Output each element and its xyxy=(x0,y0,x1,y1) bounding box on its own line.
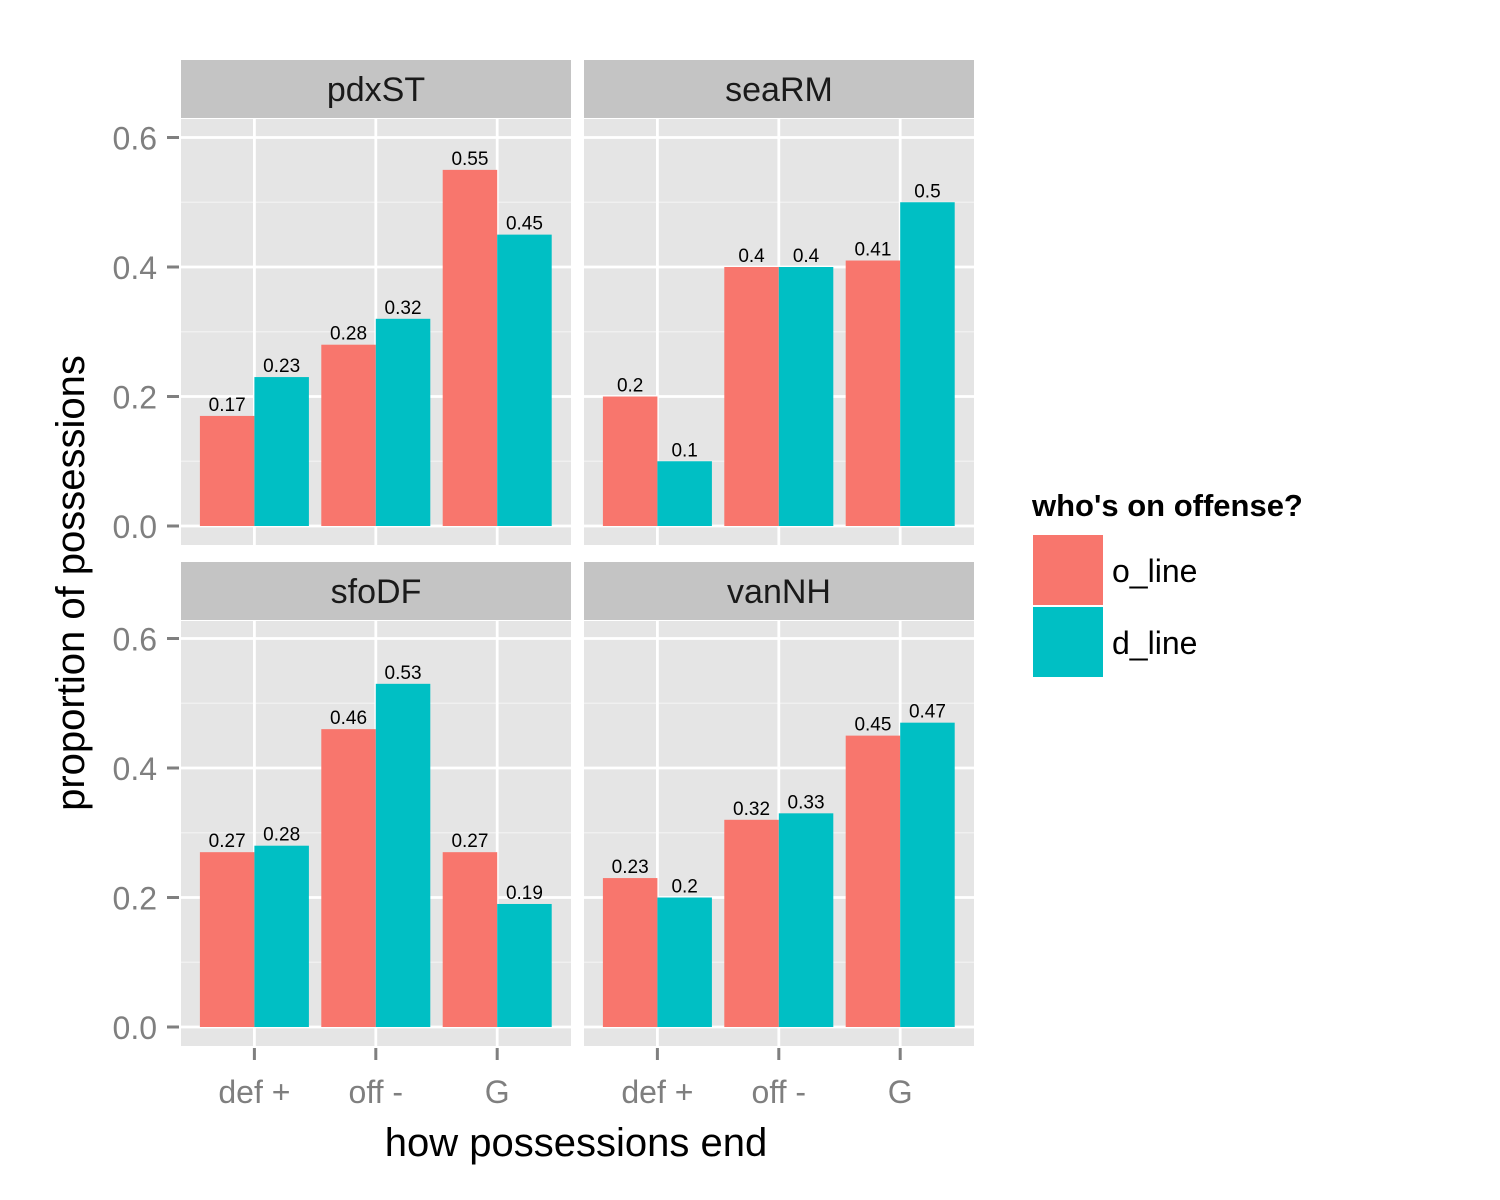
bar-o_line-2 xyxy=(442,852,498,1027)
bar-d_line-2 xyxy=(497,234,552,526)
bar-o_line-2 xyxy=(845,735,901,1027)
bar-value-label: 0.28 xyxy=(263,825,300,846)
legend-title: who's on offense? xyxy=(1031,488,1303,523)
legend-label: o_line xyxy=(1112,553,1197,589)
bar-value-label: 0.4 xyxy=(738,246,765,267)
legend-key-o_line xyxy=(1031,533,1105,607)
x-axis-title: how possessions end xyxy=(385,1121,767,1165)
facet-strip-label: seaRM xyxy=(725,71,833,109)
bar-d_line-1 xyxy=(375,318,431,526)
bar-o_line-0 xyxy=(602,878,658,1027)
y-tick-label: 0.4 xyxy=(113,751,157,787)
bar-value-label: 0.5 xyxy=(914,181,940,202)
bar-value-label: 0.53 xyxy=(385,663,422,684)
bar-value-label: 0.46 xyxy=(330,708,367,729)
legend: who's on offense? o_line d_line xyxy=(1031,488,1303,679)
bar-d_line-2 xyxy=(900,202,955,526)
facet-strip xyxy=(584,60,974,118)
chart-panels: pdxST 0.17 0.28 0.55 0.23 0.32 0.45 0.0 0.2 0.4 0.… xyxy=(113,60,974,1110)
bar-o_line-0 xyxy=(199,415,255,526)
bar-d_line-0 xyxy=(254,377,309,526)
y-tick-label: 0.4 xyxy=(113,250,157,286)
y-tick-label: 0.0 xyxy=(113,1010,157,1046)
bar-value-label: 0.23 xyxy=(263,356,300,377)
y-tick-label: 0.2 xyxy=(113,881,157,917)
bar-value-label: 0.2 xyxy=(671,877,697,898)
bar-d_line-1 xyxy=(778,813,834,1027)
legend-key-d_line xyxy=(1031,605,1105,679)
bar-value-label: 0.27 xyxy=(451,831,488,852)
bar-d_line-0 xyxy=(657,897,712,1027)
facet-strip xyxy=(181,60,571,118)
x-tick-label: def + xyxy=(621,1074,693,1110)
panel-vanNH: vanNH 0.23 0.32 0.45 0.2 0.33 0.47 def + off - G xyxy=(584,562,974,1110)
x-tick-label: G xyxy=(485,1074,510,1110)
bar-value-label: 0.4 xyxy=(793,246,820,267)
bar-d_line-1 xyxy=(778,267,834,526)
bar-d_line-0 xyxy=(254,845,309,1027)
bar-d_line-0 xyxy=(657,461,712,526)
facet-strip-label: pdxST xyxy=(327,71,425,109)
x-tick-label: off - xyxy=(349,1074,404,1110)
y-tick-label: 0.6 xyxy=(113,121,157,157)
x-tick-label: G xyxy=(888,1074,913,1110)
bar-d_line-2 xyxy=(900,722,955,1027)
facet-strip-label: vanNH xyxy=(727,573,831,611)
legend-label: d_line xyxy=(1112,625,1197,661)
bar-value-label: 0.33 xyxy=(788,792,825,813)
bar-o_line-0 xyxy=(199,852,255,1027)
facet-strip-label: sfoDF xyxy=(331,573,422,611)
bar-value-label: 0.32 xyxy=(733,799,770,820)
bar-o_line-1 xyxy=(321,344,376,526)
bar-o_line-1 xyxy=(724,819,779,1027)
bar-value-label: 0.2 xyxy=(617,376,643,397)
bar-value-label: 0.32 xyxy=(385,298,422,319)
facet-strip xyxy=(584,562,974,620)
bar-o_line-2 xyxy=(442,169,498,526)
panel-pdxST: pdxST 0.17 0.28 0.55 0.23 0.32 0.45 0.0 0.2 0.4 0.… xyxy=(113,60,571,545)
bar-d_line-1 xyxy=(375,683,431,1027)
bar-value-label: 0.41 xyxy=(854,240,891,261)
bar-value-label: 0.17 xyxy=(209,395,246,416)
bar-value-label: 0.45 xyxy=(854,715,891,736)
bar-o_line-1 xyxy=(724,267,779,526)
panel-seaRM: seaRM 0.2 0.4 0.41 0.1 0.4 0.5 xyxy=(584,60,974,545)
bar-o_line-1 xyxy=(321,729,376,1027)
facet-strip xyxy=(181,562,571,620)
bar-value-label: 0.47 xyxy=(909,702,946,723)
bar-o_line-0 xyxy=(602,396,658,526)
y-tick-label: 0.6 xyxy=(113,622,157,658)
y-axis-title: proportion of possessions xyxy=(49,355,93,811)
x-tick-label: def + xyxy=(218,1074,290,1110)
x-tick-label: off - xyxy=(752,1074,807,1110)
bar-value-label: 0.28 xyxy=(330,324,367,345)
bar-o_line-2 xyxy=(845,260,901,526)
bar-value-label: 0.23 xyxy=(612,857,649,878)
bar-value-label: 0.27 xyxy=(209,831,246,852)
bar-value-label: 0.1 xyxy=(671,440,697,461)
bar-value-label: 0.45 xyxy=(506,214,543,235)
bar-d_line-2 xyxy=(497,903,552,1027)
y-tick-label: 0.0 xyxy=(113,509,157,545)
bar-value-label: 0.55 xyxy=(451,149,488,170)
panel-sfoDF: sfoDF 0.27 0.46 0.27 0.28 0.53 0.19 0.0 0.2 0.4 0.… xyxy=(113,562,571,1110)
y-tick-label: 0.2 xyxy=(113,380,157,416)
bar-value-label: 0.19 xyxy=(506,883,543,904)
